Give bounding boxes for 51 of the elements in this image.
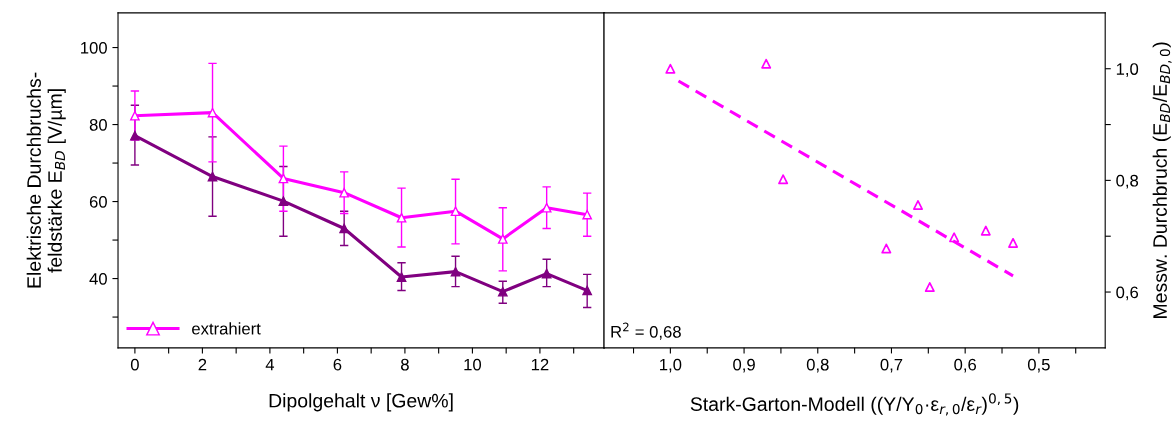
point bbox=[450, 266, 461, 277]
y-tick-label: 40 bbox=[89, 272, 107, 285]
y-tick-label: 0,8 bbox=[1116, 174, 1139, 189]
x-tick-label: 10 bbox=[464, 358, 482, 371]
x-tick-label: 2 bbox=[198, 358, 207, 371]
y-tick-label: 100 bbox=[81, 41, 107, 54]
y-tick-label: 60 bbox=[89, 195, 107, 208]
point bbox=[924, 282, 935, 293]
x-tick-label: 6 bbox=[333, 358, 342, 371]
y-axis-title: Elektrische Durchbruchs- feldstärke E$_{BD}$ [V/µm] bbox=[26, 72, 66, 288]
text: Stark-Garton-Modell ((Y/Y$_{0}$·ε$_{r,0}$/ε$_{r}$)$^{0,5}$) bbox=[690, 393, 1019, 416]
point bbox=[541, 202, 552, 213]
point bbox=[980, 225, 991, 236]
point bbox=[207, 107, 218, 118]
y-axis-title: Messw. Durchbruch (E$_{BD}$/E$_{BD,0}$) bbox=[1152, 42, 1172, 318]
y-tick-label: 80 bbox=[89, 118, 107, 131]
point bbox=[582, 209, 593, 220]
point bbox=[761, 58, 772, 69]
y-tick-label: 1,0 bbox=[1116, 63, 1139, 77]
point bbox=[665, 63, 676, 74]
point bbox=[339, 187, 350, 198]
point bbox=[881, 243, 892, 254]
point bbox=[450, 206, 461, 217]
point bbox=[913, 199, 924, 210]
point bbox=[396, 272, 407, 282]
point bbox=[278, 173, 289, 184]
x-tick-label: 8 bbox=[401, 358, 409, 371]
point bbox=[497, 286, 508, 297]
point bbox=[396, 212, 407, 223]
point bbox=[207, 171, 218, 182]
point bbox=[582, 285, 593, 296]
x-tick-label: 12 bbox=[531, 358, 549, 371]
x-tick-label: 0,9 bbox=[733, 358, 755, 373]
point bbox=[1008, 237, 1019, 248]
x-tick-label: 4 bbox=[265, 358, 275, 371]
x-tick-label: 1,0 bbox=[660, 358, 682, 373]
legend-label: extrahiert bbox=[192, 322, 261, 335]
x-axis-title: Dipolgehalt ν [Gew%] bbox=[269, 393, 453, 412]
point bbox=[541, 268, 552, 279]
point bbox=[130, 110, 140, 121]
x-tick-label: 0,6 bbox=[954, 358, 977, 373]
x-tick-label: 0,5 bbox=[1027, 358, 1050, 373]
point bbox=[778, 174, 789, 185]
y-tick-label: 0,6 bbox=[1116, 286, 1139, 301]
point bbox=[278, 196, 289, 207]
x-tick-label: 0,8 bbox=[806, 358, 829, 373]
x-tick-label: 0 bbox=[130, 358, 139, 371]
point bbox=[497, 234, 508, 244]
point bbox=[130, 130, 140, 141]
annotation: R$^{2}$ = 0,68 bbox=[611, 322, 681, 340]
x-tick-label: 0,7 bbox=[880, 358, 903, 373]
